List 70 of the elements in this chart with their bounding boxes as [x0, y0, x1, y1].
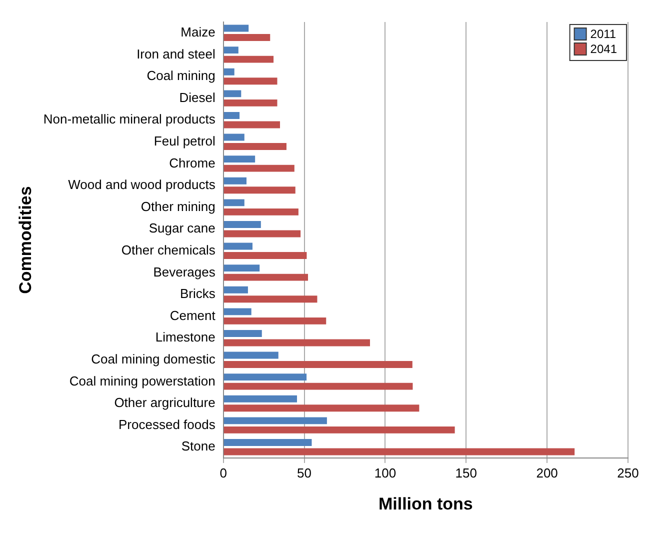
legend-label: 2011: [590, 26, 616, 41]
bar: [224, 286, 248, 294]
bar: [224, 99, 278, 106]
bar: [224, 143, 286, 150]
bar: [224, 208, 298, 216]
bar: [224, 274, 308, 281]
y-tick-label: Stone: [181, 438, 216, 454]
bar: [224, 186, 296, 194]
bar: [224, 156, 256, 163]
y-tick-label: Iron and steel: [136, 46, 216, 62]
bar: [224, 68, 234, 76]
bar: [224, 374, 307, 381]
bar: [224, 395, 297, 402]
y-tick-label: Limestone: [155, 330, 216, 345]
x-tick-label: 50: [297, 465, 312, 480]
bar: [224, 404, 420, 412]
bar: [224, 230, 301, 238]
bar: [224, 90, 242, 98]
y-tick-label: Coal mining powerstation: [69, 373, 216, 388]
bar: [224, 24, 249, 32]
bar: [224, 46, 238, 54]
bar: [224, 34, 270, 42]
bar: [224, 242, 252, 250]
bar: [224, 252, 307, 260]
bar: [224, 417, 327, 424]
bar: [224, 317, 326, 324]
y-tick-label: Feul petrol: [154, 133, 216, 148]
bar: [224, 112, 240, 119]
bar: [224, 382, 413, 390]
bar: [224, 448, 575, 456]
bar: [224, 426, 455, 434]
x-tick-label: 0: [220, 465, 227, 480]
y-tick-label: Wood and wood products: [68, 177, 216, 192]
y-axis-title: Commodities: [16, 186, 35, 294]
y-tick-label: Coal mining: [146, 68, 216, 84]
y-tick-label: Beverages: [153, 264, 216, 280]
y-tick-label: Maize: [180, 24, 216, 40]
bar: [224, 264, 260, 272]
x-tick-label: 100: [374, 465, 396, 480]
bar: [224, 56, 274, 63]
y-tick-label: Coal mining domestic: [91, 351, 216, 366]
y-tick-label: Sugar cane: [148, 220, 216, 236]
x-tick-label: 150: [455, 465, 477, 480]
bar: [224, 330, 262, 337]
y-tick-label: Cement: [170, 308, 216, 323]
y-tick-label: Other argriculture: [114, 395, 216, 410]
x-tick-label: 250: [617, 465, 639, 480]
bar: [224, 220, 261, 228]
bar: [224, 121, 280, 128]
bar: [224, 339, 370, 346]
legend-label: 2041: [590, 42, 618, 56]
y-tick-label: Processed foods: [118, 416, 216, 432]
bar: [224, 134, 244, 141]
bar: [224, 438, 312, 446]
y-tick-label: Diesel: [179, 90, 216, 105]
bar: [224, 199, 244, 206]
y-tick-label: Other mining: [140, 198, 216, 214]
x-axis-title: Million tons: [378, 494, 473, 514]
bar: [224, 361, 412, 368]
bar: [224, 78, 278, 85]
y-tick-label: Non-metallic mineral products: [43, 112, 216, 127]
bar: [224, 177, 246, 184]
bar: [224, 164, 294, 172]
bar: [224, 352, 278, 359]
bar: [224, 296, 318, 303]
bar: [224, 308, 252, 316]
y-tick-label: Other chemicals: [121, 242, 216, 258]
x-tick-label: 200: [536, 465, 558, 480]
y-tick-label: Chrome: [169, 155, 216, 170]
y-tick-label: Bricks: [180, 286, 216, 302]
